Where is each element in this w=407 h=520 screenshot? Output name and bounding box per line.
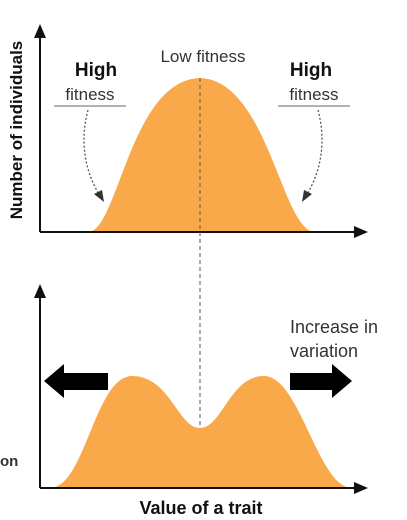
right-pointer-arrowhead bbox=[302, 190, 312, 202]
left-block-arrow bbox=[44, 364, 108, 398]
bottom-x-axis-arrowhead bbox=[354, 482, 368, 494]
y-axis-label: Number of individuals bbox=[7, 41, 26, 220]
right-pointer-arrow bbox=[305, 109, 323, 197]
bottom-distribution-curve bbox=[50, 376, 352, 488]
x-axis-label: Value of a trait bbox=[139, 498, 262, 518]
top-distribution-curve bbox=[88, 78, 315, 232]
cropped-left-label: on bbox=[0, 453, 18, 470]
top-center-label: Low fitness bbox=[160, 47, 245, 66]
right-block-arrow bbox=[290, 364, 352, 398]
bottom-y-axis-arrowhead bbox=[34, 284, 46, 298]
top-y-axis-arrowhead bbox=[34, 24, 46, 38]
top-right-label-high: High bbox=[290, 60, 332, 81]
top-left-label-fitness: fitness bbox=[65, 85, 114, 104]
left-pointer-arrow bbox=[83, 109, 101, 197]
top-right-label-fitness: fitness bbox=[289, 85, 338, 104]
left-pointer-arrowhead bbox=[94, 190, 104, 202]
variation-label-line2: variation bbox=[290, 341, 358, 361]
top-x-axis-arrowhead bbox=[354, 226, 368, 238]
variation-label-line1: Increase in bbox=[290, 317, 378, 337]
top-left-label-high: High bbox=[75, 60, 117, 81]
